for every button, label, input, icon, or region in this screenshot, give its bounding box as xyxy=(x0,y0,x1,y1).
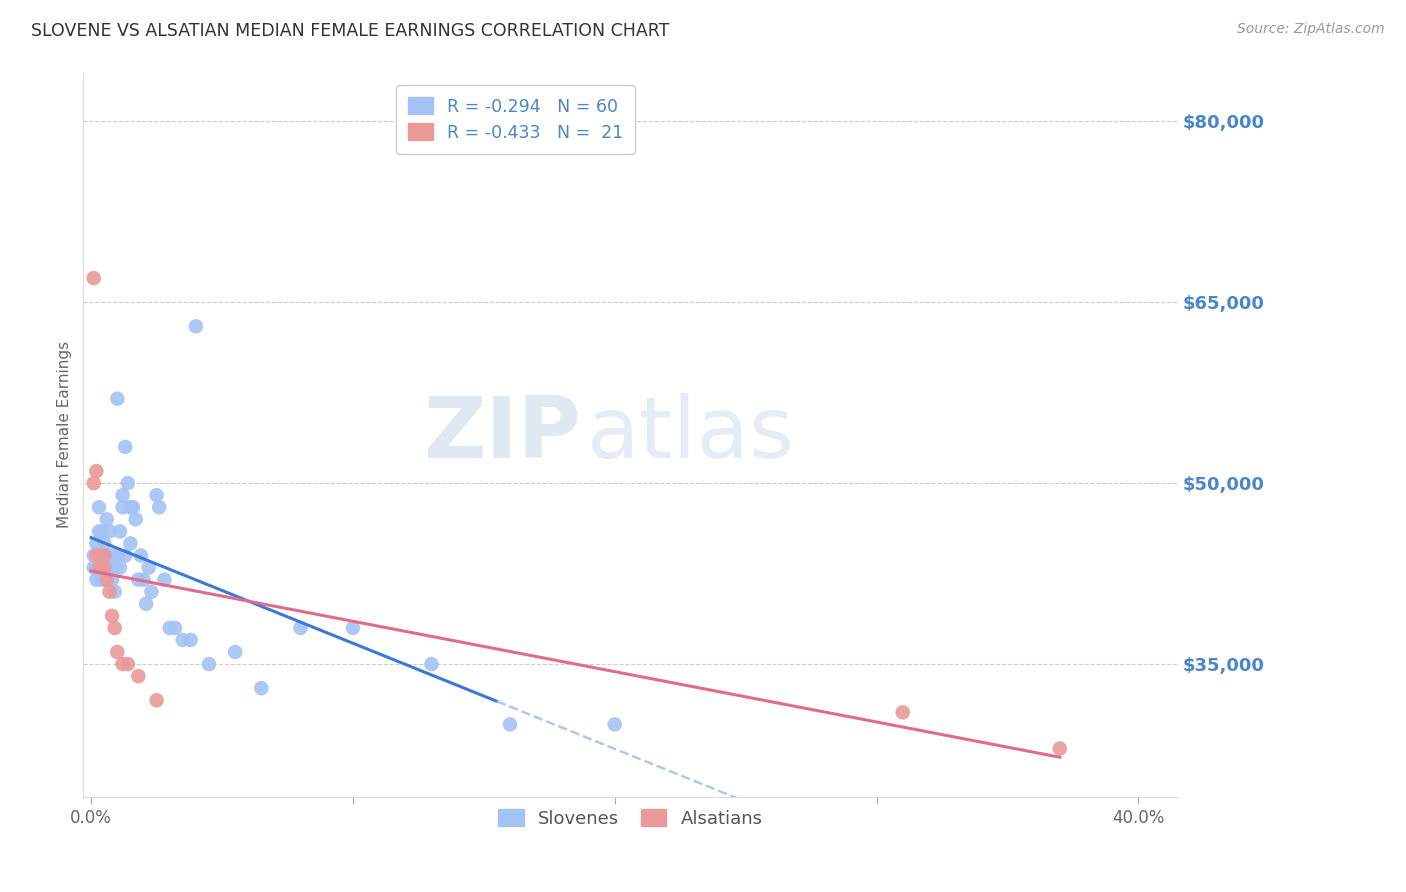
Point xyxy=(104,584,127,599)
Point xyxy=(93,560,115,574)
Point xyxy=(290,621,312,635)
Text: SLOVENE VS ALSATIAN MEDIAN FEMALE EARNINGS CORRELATION CHART: SLOVENE VS ALSATIAN MEDIAN FEMALE EARNIN… xyxy=(31,22,669,40)
Point xyxy=(122,500,145,515)
Point xyxy=(101,608,124,623)
Point xyxy=(86,536,108,550)
Point xyxy=(96,512,118,526)
Point xyxy=(114,440,136,454)
Point xyxy=(1049,741,1071,756)
Point xyxy=(891,706,914,720)
Point xyxy=(90,573,112,587)
Point xyxy=(117,657,139,671)
Point xyxy=(105,645,128,659)
Point xyxy=(114,549,136,563)
Point xyxy=(93,536,115,550)
Point xyxy=(98,560,121,574)
Point xyxy=(86,573,108,587)
Point xyxy=(98,524,121,539)
Point xyxy=(163,621,186,635)
Point xyxy=(124,512,146,526)
Point xyxy=(111,500,134,515)
Point xyxy=(87,549,110,563)
Point xyxy=(138,560,160,574)
Point xyxy=(198,657,221,671)
Point xyxy=(145,693,167,707)
Point xyxy=(224,645,246,659)
Point xyxy=(104,560,127,574)
Point xyxy=(90,560,112,574)
Point xyxy=(83,271,105,285)
Point xyxy=(87,560,110,574)
Point xyxy=(86,560,108,574)
Point xyxy=(83,549,105,563)
Point xyxy=(108,524,131,539)
Point xyxy=(499,717,522,731)
Point xyxy=(159,621,181,635)
Point xyxy=(250,681,273,696)
Point xyxy=(87,500,110,515)
Text: ZIP: ZIP xyxy=(423,393,581,476)
Point xyxy=(101,573,124,587)
Point xyxy=(117,476,139,491)
Point xyxy=(420,657,443,671)
Point xyxy=(86,549,108,563)
Point xyxy=(90,524,112,539)
Point xyxy=(105,392,128,406)
Point xyxy=(96,573,118,587)
Point xyxy=(127,573,149,587)
Point xyxy=(129,549,152,563)
Point xyxy=(101,560,124,574)
Point xyxy=(111,657,134,671)
Point xyxy=(104,621,127,635)
Point xyxy=(127,669,149,683)
Point xyxy=(184,319,207,334)
Legend: Slovenes, Alsatians: Slovenes, Alsatians xyxy=(491,802,770,835)
Point xyxy=(342,621,364,635)
Point xyxy=(93,573,115,587)
Point xyxy=(120,536,142,550)
Point xyxy=(83,476,105,491)
Text: Source: ZipAtlas.com: Source: ZipAtlas.com xyxy=(1237,22,1385,37)
Y-axis label: Median Female Earnings: Median Female Earnings xyxy=(58,342,72,528)
Point xyxy=(87,524,110,539)
Point xyxy=(93,549,115,563)
Point xyxy=(96,560,118,574)
Point xyxy=(90,549,112,563)
Point xyxy=(90,560,112,574)
Point xyxy=(83,560,105,574)
Point xyxy=(172,632,194,647)
Point xyxy=(135,597,157,611)
Point xyxy=(105,549,128,563)
Point xyxy=(86,464,108,478)
Point xyxy=(98,584,121,599)
Point xyxy=(108,560,131,574)
Point xyxy=(93,560,115,574)
Point xyxy=(96,549,118,563)
Point xyxy=(603,717,626,731)
Point xyxy=(132,573,155,587)
Point xyxy=(180,632,202,647)
Text: atlas: atlas xyxy=(586,393,794,476)
Point xyxy=(101,549,124,563)
Point xyxy=(87,560,110,574)
Point xyxy=(141,584,163,599)
Point xyxy=(120,500,142,515)
Point xyxy=(98,549,121,563)
Point xyxy=(145,488,167,502)
Point xyxy=(153,573,176,587)
Point xyxy=(148,500,170,515)
Point xyxy=(111,488,134,502)
